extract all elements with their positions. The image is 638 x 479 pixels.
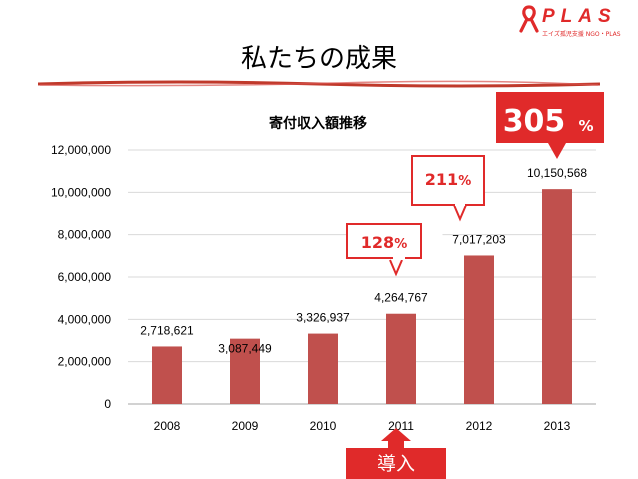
- title-divider: [38, 80, 600, 88]
- svg-text:305: 305: [503, 104, 566, 139]
- data-label-2011: 4,264,767: [374, 291, 428, 305]
- svg-text:211%: 211%: [425, 170, 471, 189]
- callout-305: 305 %: [496, 92, 604, 159]
- logo-tagline: エイズ孤児支援 NGO・PLAS: [542, 31, 621, 38]
- callout-128-suffix: %: [394, 237, 407, 252]
- x-axis-ticks: 2008 2009 2010 2011 2012 2013: [154, 419, 571, 433]
- callout-305-suffix: %: [578, 117, 593, 135]
- page-title: 私たちの成果: [240, 44, 397, 74]
- callout-128: 128%: [346, 213, 443, 278]
- introduction-callout: 導入: [346, 428, 446, 479]
- chart-title: 寄付収入額推移: [269, 115, 367, 132]
- bars: [152, 189, 572, 404]
- x-tick-label: 2008: [154, 419, 181, 433]
- x-tick-label: 2012: [466, 419, 493, 433]
- y-axis-ticks: 0 2,000,000 4,000,000 6,000,000 8,000,000 10,…: [51, 143, 111, 411]
- x-tick-label: 2011: [388, 419, 414, 433]
- data-labels: 2,718,621 3,087,449 3,326,937 4,264,767 7,01…: [140, 166, 587, 356]
- y-tick-label: 10,000,000: [51, 185, 111, 199]
- x-tick-label: 2009: [232, 419, 259, 433]
- x-tick-label: 2013: [544, 419, 571, 433]
- data-label-2013: 10,150,568: [527, 166, 587, 180]
- gridlines: [128, 149, 596, 405]
- introduction-label: 導入: [377, 453, 415, 475]
- callout-305-value: 305: [503, 104, 566, 139]
- y-tick-label: 6,000,000: [58, 270, 112, 284]
- y-tick-label: 4,000,000: [58, 312, 112, 326]
- svg-text:128%: 128%: [361, 233, 407, 252]
- logo-wordmark: PLAS: [542, 6, 617, 27]
- bar-2010: [308, 333, 338, 404]
- bar-2009: [230, 338, 260, 404]
- bar-2008: [152, 346, 182, 404]
- callout-128-value: 128: [361, 233, 394, 252]
- y-tick-label: 8,000,000: [58, 228, 112, 242]
- plas-logo: PLAS エイズ孤児支援 NGO・PLAS: [518, 2, 630, 42]
- y-tick-label: 2,000,000: [58, 355, 112, 369]
- data-label-2009: 3,087,449: [218, 342, 272, 356]
- data-label-2012: 7,017,203: [452, 232, 506, 246]
- data-label-2010: 3,326,937: [296, 311, 350, 325]
- ribbon-icon: [519, 5, 539, 33]
- bar-2013: [542, 189, 572, 404]
- data-label-2008: 2,718,621: [140, 323, 194, 337]
- callout-211: 211%: [411, 155, 485, 222]
- bar-2012: [464, 255, 494, 404]
- bar-2011: [386, 313, 416, 404]
- x-tick-label: 2010: [310, 419, 337, 433]
- callout-211-value: 211: [425, 170, 458, 189]
- y-tick-label: 12,000,000: [51, 143, 111, 157]
- y-tick-label: 0: [104, 397, 111, 411]
- callout-211-suffix: %: [458, 174, 471, 189]
